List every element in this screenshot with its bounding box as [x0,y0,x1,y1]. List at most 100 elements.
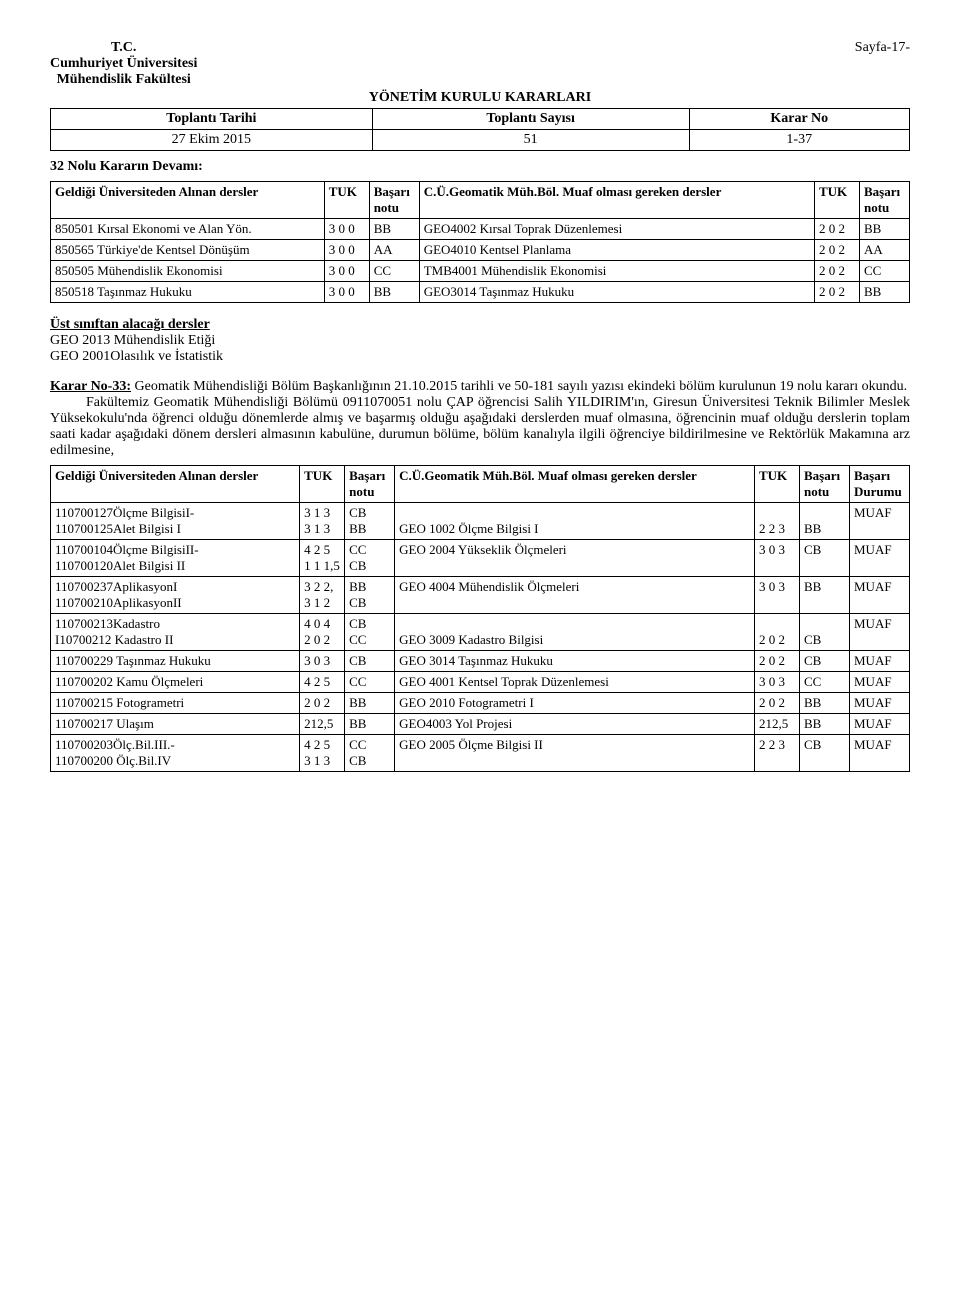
table-cell: MUAF [850,540,910,577]
t1-h5: TUK [815,182,860,219]
upper-course-1: GEO 2013 Mühendislik Etiği [50,333,910,349]
table-cell: 850518 Taşınmaz Hukuku [51,282,325,303]
table-row: 110700202 Kamu Ölçmeleri4 2 5CCGEO 4001 … [51,672,910,693]
table-cell: 110700127Ölçme BilgisiI-110700125Alet Bi… [51,503,300,540]
table-cell: CBCC [345,614,395,651]
t2-h7: Başarı Durumu [850,466,910,503]
table-cell: GEO 4001 Kentsel Toprak Düzenlemesi [395,672,755,693]
exemption-table-2: Geldiği Üniversiteden Alınan dersler TUK… [50,465,910,772]
t1-h3: Başarı notu [369,182,419,219]
t2-h6: Başarı notu [800,466,850,503]
meta-h1: Toplantı Tarihi [51,109,373,130]
table-cell: 3 0 0 [324,240,369,261]
t1-h2: TUK [324,182,369,219]
table-cell: 212,5 [755,714,800,735]
table-cell: GEO 2010 Fotogrametri I [395,693,755,714]
table-row: 850565 Türkiye'de Kentsel Dönüşüm3 0 0 AA… [51,240,910,261]
upper-course-2: GEO 2001Olasılık ve İstatistik [50,349,910,365]
table-row: 110700213KadastroI10700212 Kadastro II4 … [51,614,910,651]
table-cell: 3 0 3 [755,577,800,614]
karar-33: Karar No-33: Geomatik Mühendisliği Bölüm… [50,379,910,395]
table-cell: GEO 4004 Mühendislik Ölçmeleri [395,577,755,614]
table-cell: 4 2 53 1 3 [300,735,345,772]
table-cell: MUAF [850,651,910,672]
table-cell: CB [345,651,395,672]
table-cell: 212,5 [300,714,345,735]
table-cell: 850565 Türkiye'de Kentsel Dönüşüm [51,240,325,261]
table-cell: CB [800,614,850,651]
table-cell: 3 2 2,3 1 2 [300,577,345,614]
table-cell: 3 0 3 [755,672,800,693]
table-cell: 110700237AplikasyonI110700210AplikasyonI… [51,577,300,614]
table-cell: 4 0 42 0 2 [300,614,345,651]
table-row: 110700203Ölç.Bil.III.-110700200 Ölç.Bil.… [51,735,910,772]
meeting-meta-table: Toplantı Tarihi Toplantı Sayısı Karar No… [50,108,910,151]
table-cell: 2 0 2 [755,693,800,714]
karar-33-title: Karar No-33: [50,379,131,394]
t1-h4: C.Ü.Geomatik Müh.Böl. Muaf olması gereke… [419,182,814,219]
table-cell: CB [800,651,850,672]
table-cell: CC [369,261,419,282]
meta-h2: Toplantı Sayısı [372,109,689,130]
t2-h5: TUK [755,466,800,503]
table-cell: BB [800,714,850,735]
table-cell: 2 0 2 [755,614,800,651]
exemption-table-1: Geldiği Üniversiteden Alınan dersler TUK… [50,181,910,303]
table-cell: 4 2 51 1 1,5 [300,540,345,577]
table-cell: GEO 1002 Ölçme Bilgisi I [395,503,755,540]
faculty-name: Mühendislik Fakültesi [50,72,197,88]
table-cell: 4 2 5 [300,672,345,693]
table-cell: 110700217 Ulaşım [51,714,300,735]
table-cell: BB [800,693,850,714]
table-cell: BB [345,693,395,714]
table-row: 850501 Kırsal Ekonomi ve Alan Yön.3 0 0B… [51,219,910,240]
table-cell: GEO4002 Kırsal Toprak Düzenlemesi [419,219,814,240]
table-cell: 110700229 Taşınmaz Hukuku [51,651,300,672]
table-cell: 850505 Mühendislik Ekonomisi [51,261,325,282]
table-cell: CC [860,261,910,282]
table-row: 850518 Taşınmaz Hukuku3 0 0BBGEO3014 Taş… [51,282,910,303]
table-cell: 2 0 2 [300,693,345,714]
table-cell: 2 2 3 [755,503,800,540]
table-cell: GEO 2004 Yükseklik Ölçmeleri [395,540,755,577]
t2-h1: Geldiği Üniversiteden Alınan dersler [51,466,300,503]
meta-v3: 1-37 [689,130,909,151]
t2-h2: TUK [300,466,345,503]
table-row: 110700127Ölçme BilgisiI-110700125Alet Bi… [51,503,910,540]
table-cell: CB [800,540,850,577]
table-cell: 850501 Kırsal Ekonomi ve Alan Yön. [51,219,325,240]
table-cell: 110700202 Kamu Ölçmeleri [51,672,300,693]
table-cell: 110700203Ölç.Bil.III.-110700200 Ölç.Bil.… [51,735,300,772]
table-cell: GEO 2005 Ölçme Bilgisi II [395,735,755,772]
table-cell: MUAF [850,714,910,735]
table-cell: CCCB [345,540,395,577]
meta-v2: 51 [372,130,689,151]
table-cell: 3 0 3 [300,651,345,672]
table-cell: 2 0 2 [815,240,860,261]
table-row: 110700217 Ulaşım212,5BBGEO4003 Yol Proje… [51,714,910,735]
table-cell: BB [860,219,910,240]
university-name: Cumhuriyet Üniversitesi [50,56,197,72]
tc-label: T.C. [50,40,197,56]
t1-h6: Başarı notu [860,182,910,219]
table-cell: CC [345,672,395,693]
table-cell: MUAF [850,672,910,693]
table-cell: GEO 3014 Taşınmaz Hukuku [395,651,755,672]
table-cell: GEO 3009 Kadastro Bilgisi [395,614,755,651]
table-cell: 3 0 0 [324,282,369,303]
table-cell: TMB4001 Mühendislik Ekonomisi [419,261,814,282]
page-number: Sayfa-17- [855,40,910,88]
table-cell: BB [800,577,850,614]
page-header: T.C. Cumhuriyet Üniversitesi Mühendislik… [50,40,910,88]
table-row: 110700229 Taşınmaz Hukuku3 0 3CBGEO 3014… [51,651,910,672]
document-title: YÖNETİM KURULU KARARLARI [50,90,910,106]
table-cell: AA [860,240,910,261]
table-cell: MUAF [850,577,910,614]
table-cell: GEO3014 Taşınmaz Hukuku [419,282,814,303]
table-cell: CC [800,672,850,693]
table-cell: BB [369,282,419,303]
table-cell: CBBB [345,503,395,540]
table-cell: 2 2 3 [755,735,800,772]
table-cell: MUAF [850,693,910,714]
table-cell: 3 1 33 1 3 [300,503,345,540]
